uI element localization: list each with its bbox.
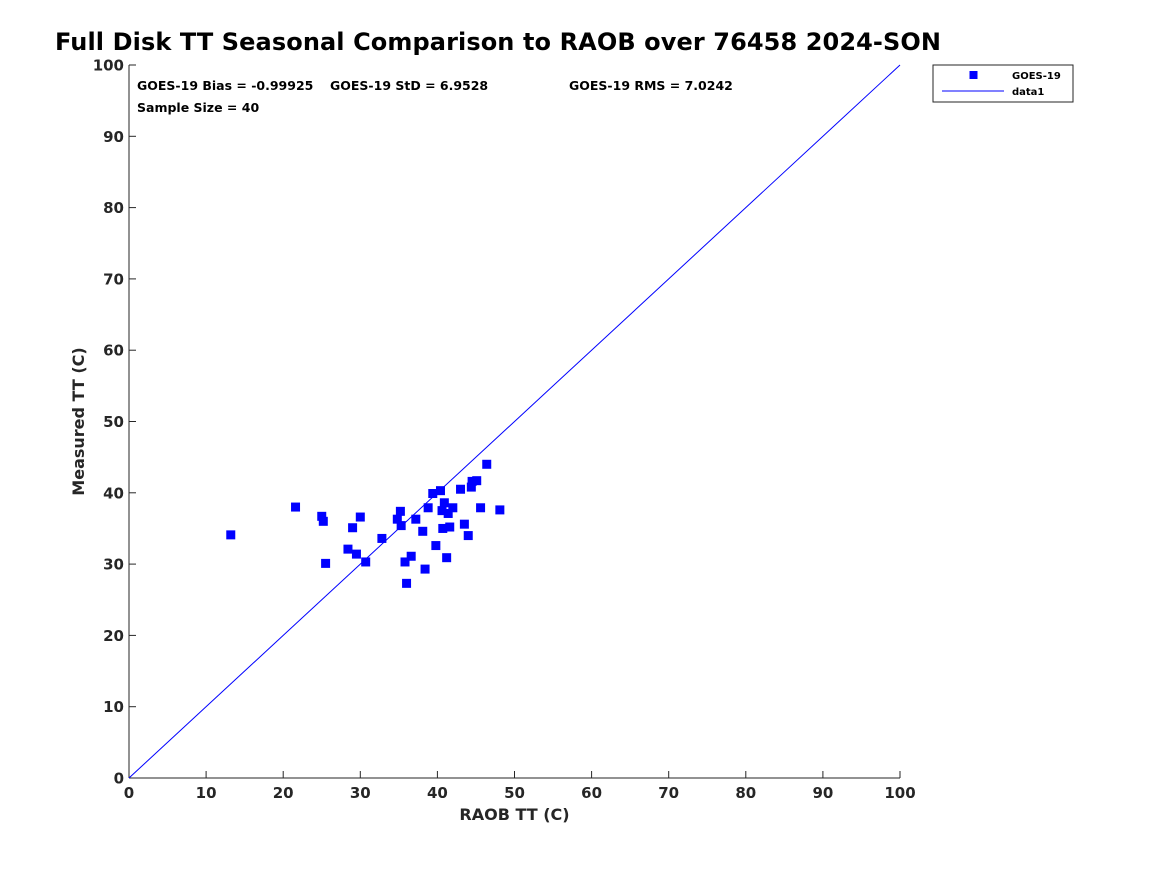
y-tick-label: 70 (103, 270, 124, 288)
x-axis-label: RAOB TT (C) (459, 805, 569, 824)
data-point (402, 578, 412, 588)
data-point (443, 508, 453, 518)
data-point (400, 557, 410, 567)
y-tick-label: 50 (103, 413, 124, 431)
data-point (435, 486, 445, 496)
x-tick-label: 70 (658, 784, 679, 802)
data-point (395, 506, 405, 516)
data-point (476, 503, 486, 513)
stat-rms: GOES-19 RMS = 7.0242 (569, 78, 733, 93)
data-point (467, 476, 477, 486)
data-point (466, 482, 476, 492)
x-tick-label: 90 (812, 784, 833, 802)
x-tick-label: 80 (735, 784, 756, 802)
x-tick-label: 60 (581, 784, 602, 802)
plot-layer: 0 10 20 30 40 50 60 70 80 90 100 0 10 20 30 40 50 60 70 80 9… (93, 57, 916, 803)
y-tick-label: 80 (103, 199, 124, 217)
y-tick-label: 20 (103, 627, 124, 645)
data-point (411, 514, 421, 524)
y-tick-label: 60 (103, 342, 124, 360)
y-tick-label: 10 (103, 698, 124, 716)
stats-annotations: GOES-19 Bias = -0.99925 GOES-19 StD = 6.… (137, 78, 733, 115)
data-point (321, 558, 331, 568)
data-point (226, 530, 236, 540)
y-tick-label: 30 (103, 556, 124, 574)
data-point (420, 564, 430, 574)
data-point (442, 553, 452, 563)
data-point (437, 506, 447, 516)
x-tick-label: 20 (273, 784, 294, 802)
data-point (351, 549, 361, 559)
legend-label-goes19: GOES-19 (1012, 71, 1061, 82)
chart-title: Full Disk TT Seasonal Comparison to RAOB… (55, 28, 942, 56)
data-point (439, 498, 449, 508)
data-point (406, 551, 416, 561)
data-point (318, 516, 328, 526)
y-tick-label: 100 (93, 57, 124, 75)
data-point (472, 476, 482, 486)
data-point (377, 533, 387, 543)
series-line-data1 (128, 64, 901, 779)
data-point (317, 511, 327, 521)
stat-std: GOES-19 StD = 6.9528 (330, 78, 488, 93)
data-point (495, 505, 505, 515)
y-tick-label: 0 (114, 770, 124, 788)
data-point (348, 523, 358, 533)
data-point (423, 503, 433, 513)
data-point (396, 521, 406, 531)
data-point (343, 544, 353, 554)
y-tick-label: 40 (103, 484, 124, 502)
data-point (448, 503, 458, 513)
data-point (392, 514, 402, 524)
data-point (291, 502, 301, 512)
x-tick-label: 50 (504, 784, 525, 802)
y-tick-label: 90 (103, 128, 124, 146)
data-point (361, 557, 371, 567)
data-point (431, 541, 441, 551)
data-point (482, 459, 492, 469)
data-point (438, 523, 448, 533)
legend-box (932, 64, 1074, 103)
data-point (463, 531, 473, 541)
data-point (355, 512, 365, 522)
stat-sample-size: Sample Size = 40 (137, 100, 259, 115)
y-axis-label: Measured TT (C) (69, 347, 88, 495)
data-point (428, 489, 438, 499)
x-tick-label: 40 (427, 784, 448, 802)
data-point (445, 522, 455, 532)
data-point (418, 526, 428, 536)
x-tick-label: 0 (124, 784, 134, 802)
x-tick-label: 30 (350, 784, 371, 802)
legend-marker-goes19 (969, 71, 978, 79)
data-point (459, 519, 469, 529)
data-point (456, 484, 466, 494)
legend-label-data1: data1 (1012, 87, 1044, 98)
x-tick-label: 10 (196, 784, 217, 802)
legend: GOES-19 data1 (932, 64, 1074, 103)
stat-bias: GOES-19 Bias = -0.99925 (137, 78, 313, 93)
x-tick-label: 100 (884, 784, 915, 802)
